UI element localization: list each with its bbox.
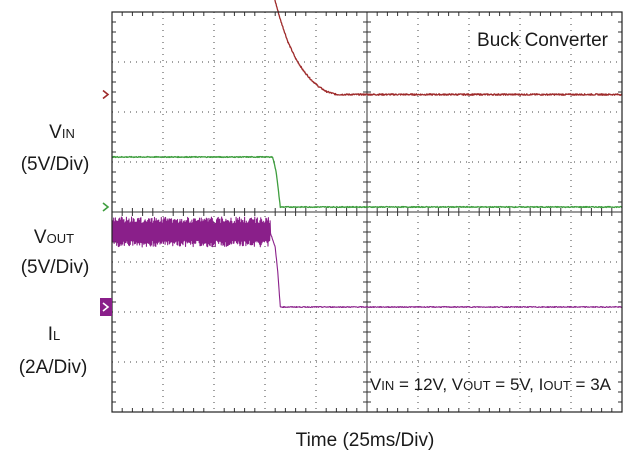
test-conditions: VIN = 12V, VOUT = 5V, IOUT = 3A (370, 375, 612, 394)
il-channel-label: IL (2A/Div) (19, 324, 88, 378)
cond-iout-sym: I (539, 375, 544, 394)
cond-vout-val: = 5V, (491, 375, 539, 394)
traces (111, 0, 623, 309)
il-label-sub: L (53, 328, 60, 343)
svg-text:VIN = 12V, VOUT = 5V, IOUT = 3: VIN = 12V, VOUT = 5V, IOUT = 3A (370, 375, 612, 394)
vin-label-sub: IN (62, 126, 75, 141)
cond-vin-sym: V (370, 375, 382, 394)
plot-frame (111, 11, 623, 413)
ground-markers (100, 89, 112, 316)
chart-title: Buck Converter (477, 30, 609, 51)
cond-iout-sub: OUT (543, 378, 571, 393)
vin-trace (274, 0, 623, 96)
il-ground-marker (102, 302, 110, 312)
cond-vout-sym: V (452, 375, 464, 394)
svg-text:VIN: VIN (49, 122, 75, 143)
il-ground-marker-box (100, 298, 112, 316)
vout-label-symbol: V (34, 227, 47, 248)
vin-label-symbol: V (49, 122, 62, 143)
vout-channel-label: VOUT (5V/Div) (21, 227, 90, 278)
cond-iout-val: = 3A (571, 375, 612, 394)
vout-label-sub: OUT (47, 231, 75, 246)
il-scale-label: (2A/Div) (19, 357, 88, 378)
vin-scale-label: (5V/Div) (21, 154, 90, 175)
vin-channel-label: VIN (5V/Div) (21, 122, 90, 175)
cond-vin-sub: IN (381, 378, 394, 393)
x-axis-label: Time (25ms/Div) (296, 430, 435, 451)
cond-vin-val: = 12V, (394, 375, 452, 394)
grid (112, 12, 622, 412)
svg-text:IL: IL (48, 324, 61, 345)
vin-ground-marker (102, 89, 110, 100)
il-trace (111, 216, 623, 309)
cond-vout-sub: OUT (463, 378, 491, 393)
vout-ground-marker (102, 202, 110, 212)
svg-text:VOUT: VOUT (34, 227, 74, 248)
vout-trace (111, 155, 623, 209)
vout-scale-label: (5V/Div) (21, 257, 90, 278)
il-label-symbol: I (48, 324, 53, 345)
